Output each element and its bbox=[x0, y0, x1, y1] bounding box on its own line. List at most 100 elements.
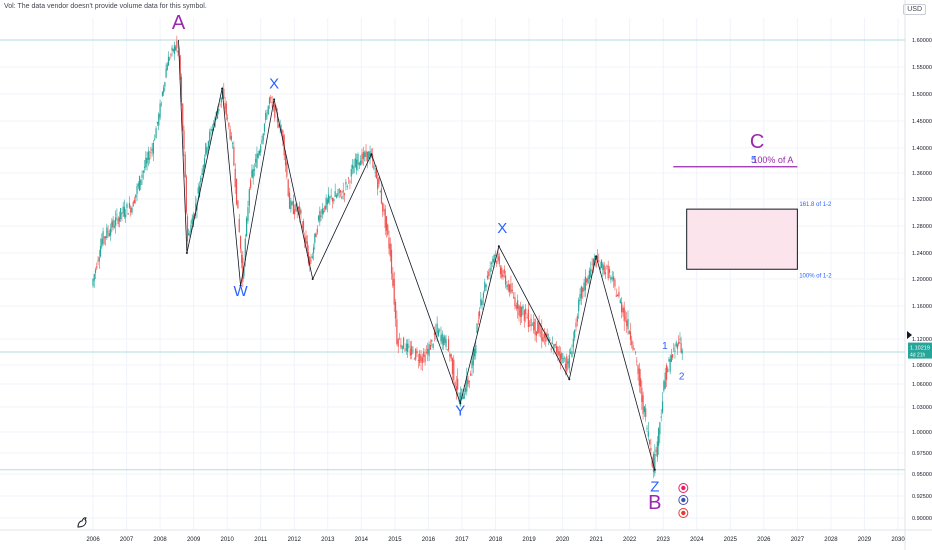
candle-body bbox=[177, 51, 179, 53]
candle-body bbox=[338, 188, 340, 194]
candle-body bbox=[433, 332, 436, 335]
candle-body bbox=[229, 129, 231, 139]
candle-body bbox=[112, 219, 114, 227]
candle-body bbox=[310, 260, 312, 262]
candle-body bbox=[616, 294, 619, 297]
candle-body bbox=[149, 158, 151, 160]
candle-body bbox=[238, 218, 240, 232]
wave-vertex bbox=[595, 255, 598, 258]
candle-body bbox=[292, 201, 295, 214]
candle-body bbox=[497, 254, 499, 261]
y-tick-label: 1.16000 bbox=[912, 304, 932, 310]
candle-body bbox=[117, 218, 119, 224]
candle-body bbox=[228, 122, 230, 127]
candle-body bbox=[606, 265, 608, 267]
candle-body bbox=[507, 284, 509, 291]
candle-body bbox=[189, 234, 191, 236]
candle-body bbox=[306, 241, 308, 253]
candle-body bbox=[429, 344, 432, 350]
target-box bbox=[686, 208, 798, 270]
candle-body bbox=[464, 387, 467, 392]
candle-body bbox=[142, 170, 144, 173]
candle-body bbox=[494, 254, 497, 256]
candle-body bbox=[145, 157, 147, 168]
candle-body bbox=[183, 130, 185, 149]
candle-body bbox=[660, 416, 662, 418]
candle-body bbox=[592, 259, 595, 266]
candle-body bbox=[629, 331, 632, 340]
candle-body bbox=[674, 350, 676, 352]
candle-body bbox=[216, 110, 219, 119]
candle-body bbox=[632, 345, 634, 350]
y-tick-label: 1.08000 bbox=[912, 363, 932, 369]
candle-body bbox=[453, 359, 455, 380]
price-tag-countdown: 4d 21h bbox=[910, 353, 926, 359]
candle-body bbox=[502, 274, 504, 278]
wave-label: X bbox=[497, 220, 507, 237]
candle-body bbox=[206, 147, 208, 154]
candle-body bbox=[364, 152, 366, 157]
flash-icon[interactable] bbox=[678, 483, 689, 493]
candle-body bbox=[423, 351, 425, 357]
candle-body bbox=[413, 358, 415, 360]
candle-body bbox=[250, 180, 252, 188]
candle-body bbox=[156, 121, 158, 124]
candle-body bbox=[515, 305, 517, 309]
candle-body bbox=[252, 168, 254, 179]
candle-body bbox=[470, 373, 472, 376]
candle-body bbox=[614, 279, 616, 287]
candle-body bbox=[299, 206, 301, 215]
x-tick-label: 2021 bbox=[589, 537, 603, 543]
candle-body bbox=[508, 284, 511, 292]
candle-body bbox=[567, 361, 569, 364]
y-tick-label: 1.20000 bbox=[912, 277, 932, 283]
candle-body bbox=[612, 276, 615, 281]
candle-body bbox=[618, 291, 620, 297]
candle-body bbox=[360, 160, 362, 166]
candle-body bbox=[652, 453, 655, 472]
globe-icon[interactable] bbox=[678, 495, 689, 505]
candle-body bbox=[568, 355, 570, 368]
wave-label: 2 bbox=[679, 371, 685, 382]
candle-body bbox=[309, 256, 311, 266]
candle-body bbox=[638, 368, 640, 386]
candle-body bbox=[451, 357, 454, 374]
tradingview-logo-icon[interactable] bbox=[74, 514, 90, 530]
flag-icon[interactable] bbox=[678, 508, 689, 518]
candle-body bbox=[679, 339, 681, 341]
candle-body bbox=[123, 206, 126, 217]
box-label-bottom: 100% of 1-2 bbox=[799, 273, 832, 279]
candle-body bbox=[642, 395, 644, 414]
candle-body bbox=[680, 343, 682, 353]
y-tick-label: 1.03000 bbox=[912, 405, 932, 411]
y-tick-label: 1.36000 bbox=[912, 171, 932, 177]
candle-body bbox=[549, 339, 551, 342]
currency-button[interactable]: USD bbox=[903, 4, 926, 15]
candle-body bbox=[333, 198, 335, 202]
candle-body bbox=[342, 190, 344, 193]
candle-body bbox=[382, 202, 384, 212]
candle-body bbox=[467, 379, 469, 385]
candle-body bbox=[210, 128, 212, 131]
candle-body bbox=[158, 113, 160, 126]
candle-body bbox=[460, 388, 463, 390]
candle-body bbox=[218, 108, 220, 112]
x-tick-label: 2023 bbox=[657, 537, 671, 543]
candle-body bbox=[478, 311, 481, 317]
candle-body bbox=[492, 259, 494, 263]
candle-body bbox=[362, 152, 364, 160]
candle-body bbox=[213, 123, 215, 126]
candle-body bbox=[584, 276, 586, 291]
candle-body bbox=[207, 141, 209, 148]
candle-body bbox=[331, 198, 334, 202]
candle-body bbox=[599, 267, 601, 270]
candle-body bbox=[141, 174, 143, 178]
wave-label: 1 bbox=[662, 341, 668, 352]
candle-body bbox=[521, 307, 523, 317]
candle-body bbox=[523, 310, 525, 321]
candle-body bbox=[159, 103, 161, 118]
candle-body bbox=[431, 339, 433, 342]
x-tick-label: 2027 bbox=[791, 537, 805, 543]
candle-body bbox=[610, 277, 612, 280]
